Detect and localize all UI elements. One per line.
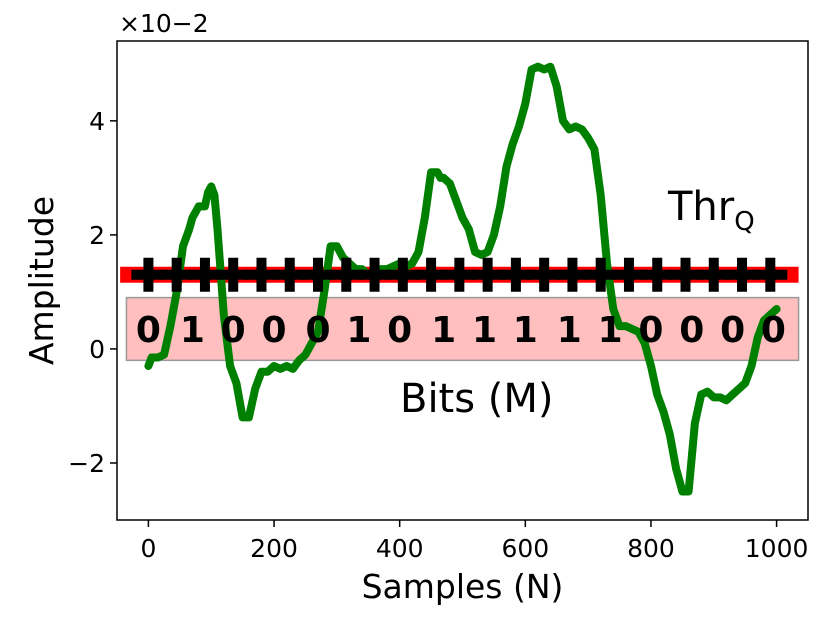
threshold-label-subscript: Q bbox=[734, 207, 754, 237]
bit-1: 1 bbox=[180, 310, 205, 351]
plot-frame bbox=[116, 40, 809, 521]
x-tick-label: 0 bbox=[140, 534, 156, 563]
bit-5: 1 bbox=[346, 310, 371, 351]
x-tick-label: 400 bbox=[376, 534, 424, 563]
bit-4: 0 bbox=[305, 310, 330, 351]
x-tick-label: 800 bbox=[627, 534, 675, 563]
y-axis-label: Amplitude bbox=[22, 196, 61, 365]
bit-12: 0 bbox=[638, 310, 663, 351]
bit-0: 0 bbox=[136, 310, 161, 351]
threshold-label: ThrQ bbox=[667, 184, 755, 237]
bit-8: 1 bbox=[472, 310, 497, 351]
x-tick-label: 200 bbox=[250, 534, 298, 563]
y-multiplier: ×10−2 bbox=[119, 9, 209, 38]
bit-14: 0 bbox=[720, 310, 745, 351]
bits-label: Bits (M) bbox=[400, 376, 554, 422]
bit-9: 1 bbox=[513, 310, 538, 351]
y-tick-label: 0 bbox=[89, 335, 105, 364]
bit-7: 1 bbox=[431, 310, 456, 351]
bit-3: 0 bbox=[262, 310, 287, 351]
x-tick-label: 1000 bbox=[745, 534, 809, 563]
bit-13: 0 bbox=[679, 310, 704, 351]
threshold-label-main: Thr bbox=[667, 184, 735, 230]
bits-box bbox=[125, 296, 800, 362]
bit-10: 1 bbox=[557, 310, 582, 351]
threshold-marker-22 bbox=[753, 257, 788, 292]
y-tick-label: 2 bbox=[89, 221, 105, 250]
bit-11: 1 bbox=[598, 310, 623, 351]
signal-line bbox=[144, 62, 781, 496]
x-axis-label: Samples (N) bbox=[362, 567, 564, 606]
bit-2: 0 bbox=[221, 310, 246, 351]
bit-15: 0 bbox=[761, 310, 786, 351]
y-tick-label: −2 bbox=[68, 449, 105, 478]
x-tick-label: 600 bbox=[501, 534, 549, 563]
bit-6: 0 bbox=[387, 310, 412, 351]
y-tick-label: 4 bbox=[89, 107, 105, 136]
